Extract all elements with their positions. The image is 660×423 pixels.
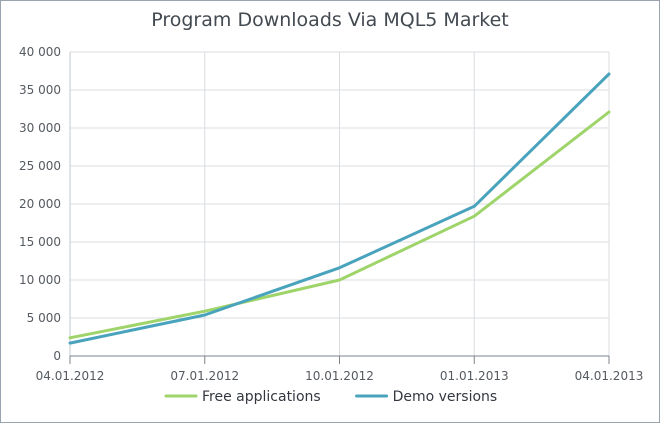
y-tick-label: 40 000 bbox=[19, 45, 61, 59]
x-tick-label: 01.01.2013 bbox=[440, 369, 509, 383]
legend-label[interactable]: Free applications bbox=[202, 389, 321, 405]
y-tick-label: 25 000 bbox=[19, 159, 61, 173]
series-line-0 bbox=[68, 110, 611, 340]
x-tick-label: 07.01.2012 bbox=[170, 369, 239, 383]
y-tick-label: 30 000 bbox=[19, 121, 61, 135]
y-tick-label: 15 000 bbox=[19, 235, 61, 249]
y-tick-label: 5 000 bbox=[27, 311, 61, 325]
y-tick-label: 0 bbox=[53, 349, 61, 363]
y-tick-label: 10 000 bbox=[19, 273, 61, 287]
x-tick-label: 10.01.2012 bbox=[305, 369, 374, 383]
y-tick-label: 35 000 bbox=[19, 83, 61, 97]
chart-title: Program Downloads Via MQL5 Market bbox=[151, 9, 509, 31]
series-line-1 bbox=[68, 72, 611, 345]
legend-label[interactable]: Demo versions bbox=[393, 389, 498, 405]
x-tick-label: 04.01.2012 bbox=[36, 369, 105, 383]
x-tick-label: 04.01.2013 bbox=[575, 369, 644, 383]
y-tick-label: 20 000 bbox=[19, 197, 61, 211]
